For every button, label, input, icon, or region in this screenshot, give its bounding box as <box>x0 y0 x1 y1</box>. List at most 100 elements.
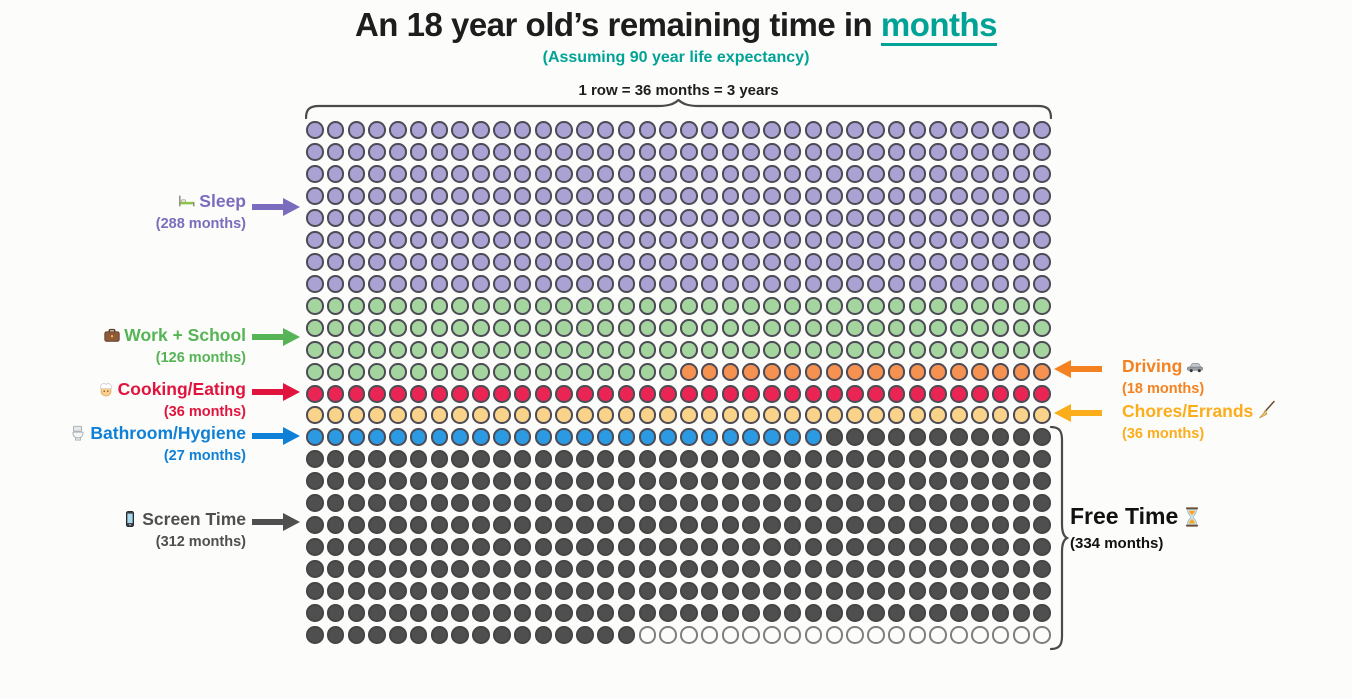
month-dot-screen_time <box>950 560 968 578</box>
month-dot-work_school <box>326 363 345 381</box>
month-dot-cooking_eating <box>576 385 594 403</box>
month-dot-sleep <box>638 143 656 161</box>
month-dot-sleep <box>617 143 636 161</box>
month-dot-sleep <box>867 143 885 161</box>
month-dot-screen_time <box>659 450 677 468</box>
month-dot-free_time_left <box>1033 626 1051 644</box>
month-dot-sleep <box>430 231 449 249</box>
month-dot-sleep <box>971 231 989 249</box>
waffle-row-6 <box>306 231 1051 249</box>
month-dot-sleep <box>825 165 844 183</box>
month-dot-sleep <box>576 121 594 139</box>
month-dot-sleep <box>555 253 573 271</box>
month-dot-screen_time <box>347 494 366 512</box>
month-dot-work_school <box>867 341 885 359</box>
month-dot-screen_time <box>659 560 677 578</box>
month-dot-sleep <box>451 275 469 293</box>
month-dot-sleep <box>472 165 490 183</box>
callout-work-school-name: Work + School <box>124 325 246 345</box>
month-dot-screen_time <box>576 538 594 556</box>
month-dot-cooking_eating <box>700 385 719 403</box>
month-dot-bathroom_hygiene <box>596 428 615 446</box>
month-dot-screen_time <box>326 560 345 578</box>
month-dot-screen_time <box>555 538 573 556</box>
driving-arrow <box>1054 360 1102 378</box>
month-dot-screen_time <box>638 560 656 578</box>
month-dot-work_school <box>368 319 386 337</box>
month-dot-screen_time <box>950 582 968 600</box>
month-dot-sleep <box>846 187 864 205</box>
month-dot-cooking_eating <box>555 385 573 403</box>
month-dot-screen_time <box>991 538 1010 556</box>
month-dot-screen_time <box>451 450 469 468</box>
month-dot-screen_time <box>1033 538 1051 556</box>
month-dot-sleep <box>493 187 511 205</box>
month-dot-chores_errands <box>700 406 719 424</box>
month-dot-chores_errands <box>451 406 469 424</box>
month-dot-screen_time <box>867 538 885 556</box>
month-dot-work_school <box>493 341 511 359</box>
month-dot-screen_time <box>700 494 719 512</box>
month-dot-screen_time <box>513 560 532 578</box>
month-dot-sleep <box>326 165 345 183</box>
month-dot-screen_time <box>555 472 573 490</box>
month-dot-work_school <box>929 297 947 315</box>
month-dot-sleep <box>472 121 490 139</box>
month-dot-work_school <box>596 319 615 337</box>
month-dot-screen_time <box>638 472 656 490</box>
month-dot-sleep <box>1033 275 1051 293</box>
month-dot-sleep <box>1033 143 1051 161</box>
month-dot-sleep <box>513 275 532 293</box>
month-dot-work_school <box>389 319 407 337</box>
month-dot-screen_time <box>409 472 428 490</box>
months-link[interactable]: months <box>880 6 998 46</box>
month-dot-sleep <box>971 209 989 227</box>
month-dot-sleep <box>700 143 719 161</box>
month-dot-screen_time <box>1033 560 1051 578</box>
month-dot-sleep <box>638 253 656 271</box>
month-dot-screen_time <box>638 604 656 622</box>
month-dot-sleep <box>804 253 823 271</box>
month-dot-chores_errands <box>306 406 324 424</box>
month-dot-screen_time <box>680 604 698 622</box>
month-dot-sleep <box>950 253 968 271</box>
month-dot-screen_time <box>493 604 511 622</box>
month-dot-cooking_eating <box>763 385 781 403</box>
month-dot-screen_time <box>950 604 968 622</box>
month-dot-work_school <box>368 363 386 381</box>
waffle-row-20 <box>306 538 1051 556</box>
month-dot-bathroom_hygiene <box>700 428 719 446</box>
month-dot-work_school <box>347 297 366 315</box>
month-dot-screen_time <box>887 516 906 534</box>
month-dot-sleep <box>783 143 802 161</box>
callout-cooking-eating: Cooking/Eating (36 months) <box>0 379 246 421</box>
month-dot-work_school <box>534 341 553 359</box>
month-dot-sleep <box>659 275 677 293</box>
month-dot-driving <box>950 363 968 381</box>
month-dot-work_school <box>534 319 553 337</box>
month-dot-screen_time <box>555 450 573 468</box>
month-dot-sleep <box>742 275 760 293</box>
month-dot-sleep <box>867 275 885 293</box>
month-dot-screen_time <box>971 604 989 622</box>
month-dot-sleep <box>389 231 407 249</box>
month-dot-driving <box>680 363 698 381</box>
callout-sleep: Sleep (288 months) <box>0 191 246 233</box>
month-dot-sleep <box>576 209 594 227</box>
month-dot-screen_time <box>430 626 449 644</box>
month-dot-sleep <box>825 209 844 227</box>
callout-cooking-eating-name: Cooking/Eating <box>117 379 246 399</box>
month-dot-work_school <box>513 341 532 359</box>
month-dot-screen_time <box>576 494 594 512</box>
callout-work-school-months: (126 months) <box>155 350 246 366</box>
month-dot-sleep <box>451 253 469 271</box>
month-dot-work_school <box>638 363 656 381</box>
month-dot-work_school <box>763 297 781 315</box>
month-dot-screen_time <box>1012 604 1031 622</box>
month-dot-sleep <box>721 275 740 293</box>
month-dot-chores_errands <box>409 406 428 424</box>
month-dot-work_school <box>846 297 864 315</box>
month-dot-screen_time <box>617 626 636 644</box>
month-dot-screen_time <box>721 538 740 556</box>
page-title-text: An 18 year old’s remaining time in <box>354 6 881 43</box>
